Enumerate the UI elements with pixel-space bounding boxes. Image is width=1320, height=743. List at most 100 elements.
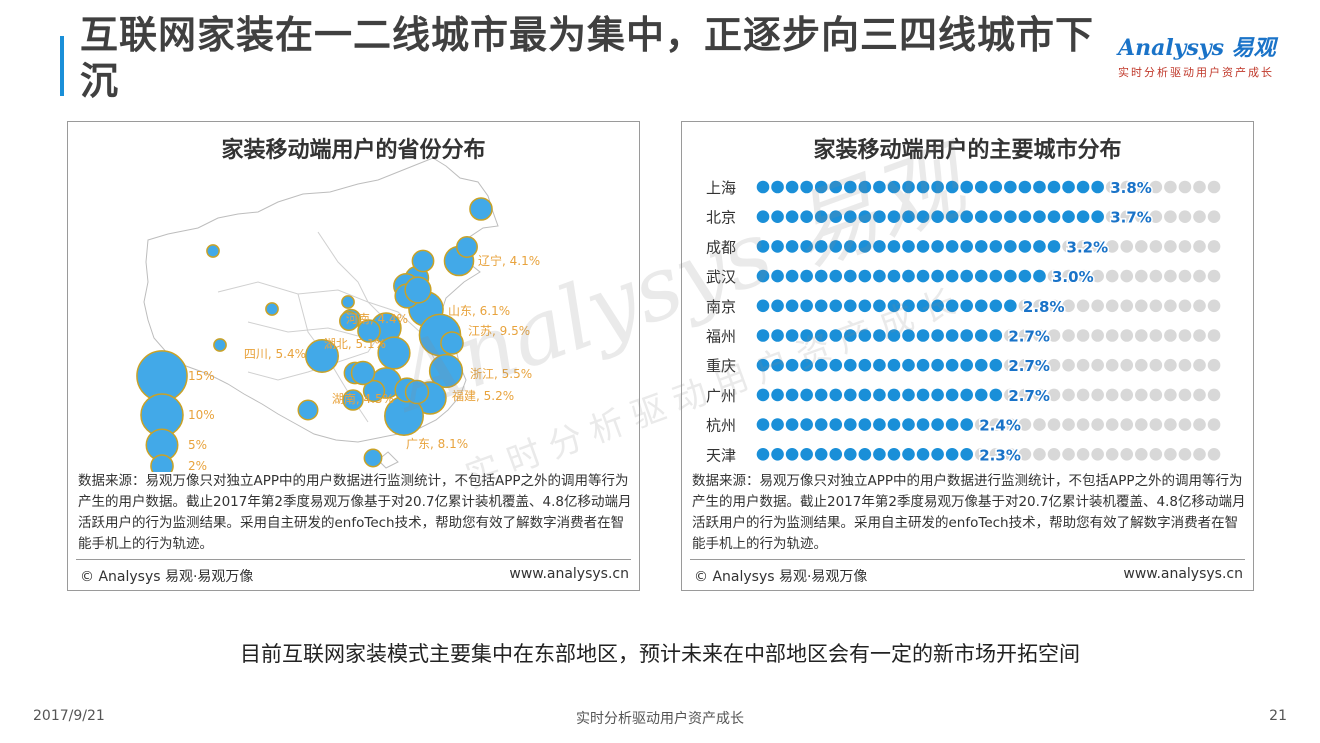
province-label-1: 山东, 6.1% (448, 304, 510, 318)
city-value-label-6: 2.7% (1008, 357, 1050, 375)
city-dot (756, 448, 770, 461)
city-dot (800, 358, 813, 372)
city-dot-row-7 (756, 388, 1221, 402)
minor-province-bubble-5 (404, 276, 432, 304)
city-dot (800, 269, 813, 283)
minor-province-bubble-12 (350, 360, 376, 386)
city-dot (814, 269, 828, 283)
city-dot (960, 329, 973, 342)
city-dot (1149, 269, 1163, 283)
province-label-8: 福建, 5.2% (452, 388, 514, 403)
city-dot (1164, 299, 1177, 313)
city-dot (1120, 358, 1134, 372)
city-dot (1091, 388, 1104, 402)
city-dot (844, 358, 857, 372)
city-dot (1120, 180, 1134, 194)
city-dot (887, 210, 901, 223)
city-dot (902, 388, 915, 402)
city-label-7: 广州 (706, 387, 736, 405)
city-dot (785, 299, 799, 313)
city-value-label-8: 2.4% (979, 417, 1021, 435)
city-value-label-1: 3.7% (1110, 209, 1152, 227)
data-source-note: 数据来源：易观万像只对独立APP中的用户数据进行监测统计，不包括APP之外的调用… (692, 473, 1246, 552)
city-dot (1164, 388, 1177, 402)
city-dot (1018, 180, 1032, 194)
city-dot (814, 418, 828, 431)
city-dot (902, 299, 915, 313)
city-dot (974, 418, 988, 431)
city-dot (974, 240, 988, 253)
city-dot (1018, 210, 1032, 223)
minor-province-bubble-20 (265, 302, 279, 316)
city-dot (960, 388, 973, 402)
city-dot (814, 358, 828, 372)
city-dot (873, 240, 886, 253)
page-title: 互联网家装在一二线城市最为集中，正逐步向三四线城市下沉 (80, 13, 1095, 103)
city-dot (1149, 299, 1163, 313)
website-link[interactable]: www.analysys.cn (1123, 566, 1243, 582)
city-value-label-3: 3.0% (1052, 268, 1094, 286)
city-dot (1018, 299, 1032, 313)
city-dot (931, 448, 944, 461)
city-dot (844, 448, 857, 461)
city-dot (974, 299, 988, 313)
city-dot (1164, 329, 1177, 342)
city-dot (989, 299, 1003, 313)
city-dot (916, 299, 930, 313)
city-dot (1135, 418, 1148, 431)
city-dot (785, 210, 799, 223)
city-dot (1076, 240, 1090, 253)
city-dot (1164, 448, 1177, 461)
city-dot (1047, 299, 1061, 313)
city-dot (1076, 448, 1090, 461)
logo-main-text: Analysys 易观 (1118, 35, 1276, 61)
minor-province-bubble-15 (404, 379, 430, 405)
province-label-7: 湖南, 4.5% (332, 391, 394, 406)
province-label-3: 江苏, 9.5% (468, 324, 530, 338)
city-dot (858, 240, 872, 253)
city-dot (814, 240, 828, 253)
city-dot (785, 329, 799, 342)
city-dot (1135, 448, 1148, 461)
city-dot (1047, 388, 1061, 402)
city-dot (1178, 388, 1192, 402)
city-dot (844, 299, 857, 313)
city-dot (1018, 358, 1032, 372)
city-dot (858, 329, 872, 342)
city-dot (1105, 448, 1119, 461)
city-chart-title: 家装移动端用户的主要城市分布 (813, 138, 1122, 163)
city-dot (785, 418, 799, 431)
city-dot (1105, 240, 1119, 253)
footer-divider (76, 559, 631, 560)
city-dot (1207, 388, 1221, 402)
city-dot (785, 240, 799, 253)
city-dot (1207, 329, 1221, 342)
city-dot (1018, 448, 1032, 461)
city-dot (844, 240, 857, 253)
city-dot (829, 358, 843, 372)
city-dot (960, 299, 973, 313)
city-dot (1062, 388, 1075, 402)
city-dot (989, 269, 1003, 283)
city-dot (1178, 210, 1192, 223)
city-dot (800, 418, 813, 431)
city-value-label-4: 2.8% (1023, 298, 1065, 316)
city-dot (931, 329, 944, 342)
website-link[interactable]: www.analysys.cn (509, 566, 629, 582)
city-dot (785, 388, 799, 402)
city-dot (1004, 448, 1017, 461)
city-dot (1149, 418, 1163, 431)
city-dot (1120, 388, 1134, 402)
minor-province-bubble-0 (469, 197, 493, 221)
city-dot (1018, 240, 1032, 253)
city-dot (829, 329, 843, 342)
city-dot (1076, 329, 1090, 342)
city-dot (858, 388, 872, 402)
province-bubble-6 (428, 353, 464, 389)
city-dot (1135, 299, 1148, 313)
city-dot (931, 210, 944, 223)
city-dot (858, 269, 872, 283)
city-dot (974, 329, 988, 342)
city-dot (1033, 418, 1046, 431)
city-dot (902, 269, 915, 283)
